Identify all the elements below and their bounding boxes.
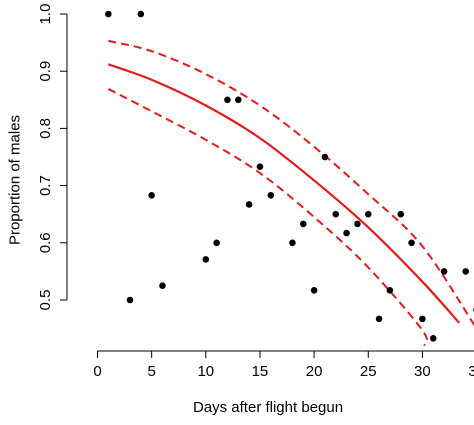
x-tick-label: 15: [252, 363, 269, 380]
data-point: [332, 210, 340, 218]
data-point: [321, 153, 329, 161]
data-point: [213, 239, 220, 247]
data-point: [408, 239, 415, 247]
x-tick-label: 30: [414, 363, 431, 380]
data-point: [299, 220, 307, 228]
y-ticks: 0.5 0.6 0.7 0.8 0.9 1.0: [37, 4, 67, 311]
data-point: [364, 210, 372, 218]
data-point: [126, 296, 134, 304]
data-point: [202, 256, 210, 263]
data-points: [105, 10, 474, 342]
data-point: [419, 315, 426, 323]
x-tick-label: 20: [306, 363, 323, 380]
ci-lower-line: [107, 88, 429, 346]
x-axis-title: Days after flight begun: [193, 399, 343, 416]
confidence-interval-lines: [107, 39, 474, 346]
data-point: [429, 335, 437, 342]
data-point: [137, 10, 145, 18]
data-point: [310, 286, 318, 294]
y-tick-label: 0.6: [37, 232, 54, 253]
x-tick-label: 0: [93, 363, 101, 380]
x-tick-label: 5: [147, 363, 155, 380]
data-point: [343, 229, 350, 237]
axes: [66, 14, 474, 352]
x-tick-label: 35: [468, 363, 474, 380]
data-point: [256, 163, 264, 171]
y-tick-label: 0.8: [37, 118, 54, 139]
data-point: [289, 239, 296, 247]
data-point: [267, 192, 275, 199]
fitted-regression-line: [107, 63, 461, 324]
data-point: [440, 268, 448, 275]
data-point: [397, 210, 405, 218]
data-point: [245, 201, 253, 208]
y-tick-label: 1.0: [37, 4, 54, 25]
data-point: [148, 192, 155, 199]
y-tick-label: 0.7: [37, 175, 54, 196]
data-point: [234, 96, 242, 104]
data-point: [375, 315, 383, 323]
x-ticks: 0 5 10 15 20 25 30 35: [93, 351, 474, 380]
data-point: [354, 220, 361, 228]
data-point: [224, 96, 231, 104]
y-tick-label: 0.5: [37, 290, 54, 311]
y-tick-label: 0.9: [37, 61, 54, 82]
data-point: [159, 282, 166, 290]
data-point: [105, 10, 112, 18]
y-axis-title: Proportion of males: [6, 115, 23, 245]
data-point: [386, 286, 394, 294]
x-tick-label: 10: [197, 363, 214, 380]
x-tick-label: 25: [360, 363, 377, 380]
ci-upper-line: [108, 39, 474, 327]
data-point: [462, 268, 470, 275]
